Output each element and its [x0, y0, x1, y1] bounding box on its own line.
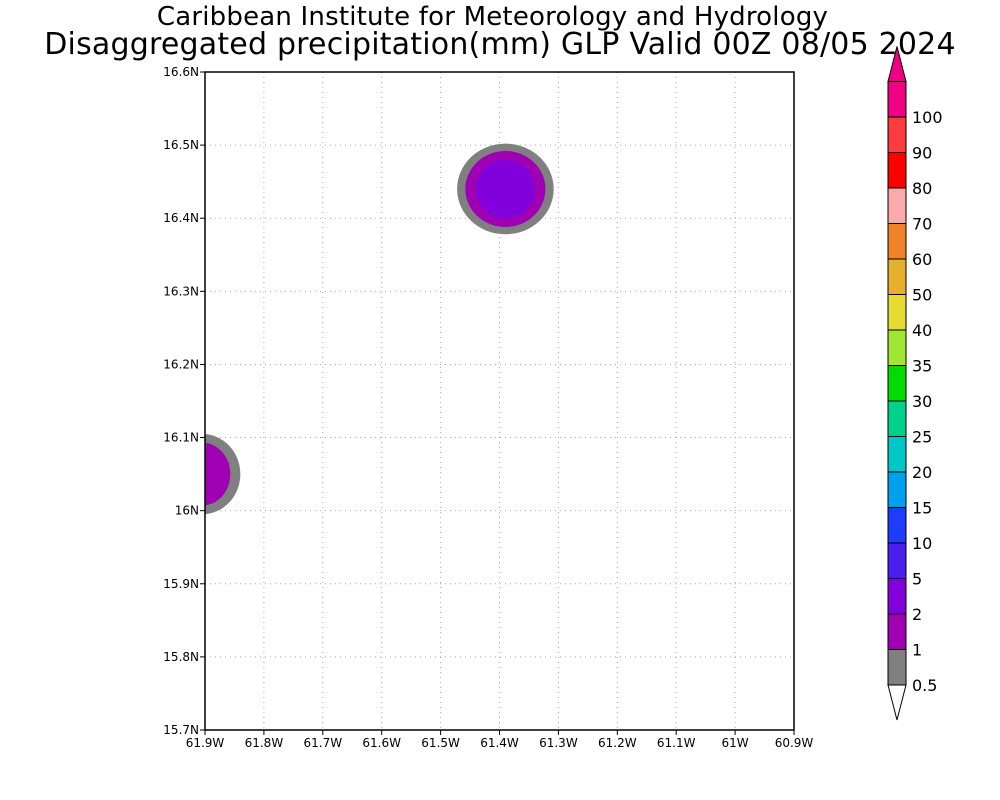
- lon-tick-label: 61.5W: [421, 736, 460, 750]
- precip-contour: [475, 159, 535, 219]
- colorbar-swatch: [887, 81, 907, 118]
- colorbar-swatch: [887, 578, 907, 615]
- colorbar-under-triangle: [887, 684, 907, 721]
- grid-lines: [205, 72, 794, 730]
- lon-tick-label: 61.8W: [245, 736, 284, 750]
- axis-ticks: 61.9W 61.8W 61.7W 61.6W 61.5W 61.4W 61.3W 61.2W…: [163, 65, 813, 750]
- colorbar-label: 10: [912, 534, 932, 553]
- lat-tick-label: 16.5N: [163, 138, 199, 152]
- colorbar-label: 2: [912, 605, 922, 624]
- lat-tick-label: 15.7N: [163, 723, 199, 737]
- colorbar-label: 5: [912, 570, 922, 589]
- lat-tick-label: 16.4N: [163, 211, 199, 225]
- lon-tick-label: 61.4W: [480, 736, 519, 750]
- precipitation-layer: [205, 143, 554, 515]
- colorbar-swatch: [887, 542, 907, 579]
- colorbar-swatch: [887, 294, 907, 331]
- colorbar-swatch: [887, 152, 907, 189]
- cell-west: [205, 434, 241, 515]
- lon-tick-label: 61W: [722, 736, 749, 750]
- colorbar-label: 15: [912, 499, 932, 518]
- colorbar-label: 90: [912, 144, 932, 163]
- colorbar-swatch: [887, 400, 907, 437]
- colorbar-label: 0.5: [912, 676, 937, 695]
- colorbar-swatch: [887, 258, 907, 295]
- colorbar-swatch: [887, 649, 907, 686]
- colorbar-label: 60: [912, 250, 932, 269]
- lat-tick-label: 15.8N: [163, 650, 199, 664]
- colorbar-over-triangle: [887, 46, 907, 82]
- lat-tick-label: 16.1N: [163, 431, 199, 445]
- colorbar-swatch: [887, 613, 907, 650]
- colorbar-label: 30: [912, 392, 932, 411]
- lat-tick-label: 16.2N: [163, 357, 199, 371]
- lon-tick-label: 61.7W: [304, 736, 343, 750]
- lon-tick-label: 61.6W: [362, 736, 401, 750]
- colorbar-label: 70: [912, 215, 932, 234]
- cell-north: [457, 143, 554, 235]
- colorbar-label: 1: [912, 641, 922, 660]
- colorbar-swatch: [887, 471, 907, 508]
- colorbar-label: 40: [912, 321, 932, 340]
- colorbar-swatch: [887, 187, 907, 224]
- colorbar-label: 20: [912, 463, 932, 482]
- lon-tick-label: 61.1W: [657, 736, 696, 750]
- lon-tick-label: 61.9W: [186, 736, 225, 750]
- lon-tick-label: 61.3W: [539, 736, 578, 750]
- colorbar-label: 80: [912, 179, 932, 198]
- chart-title-line2: Disaggregated precipitation(mm) GLP Vali…: [44, 27, 956, 62]
- colorbar-label: 35: [912, 357, 932, 376]
- lat-tick-label: 15.9N: [163, 577, 199, 591]
- precip-contour: [205, 442, 231, 506]
- colorbar-label: 50: [912, 286, 932, 305]
- colorbar-swatch: [887, 223, 907, 260]
- colorbar-label: 100: [912, 108, 943, 127]
- colorbar-swatch: [887, 436, 907, 473]
- colorbar-swatch: [887, 365, 907, 402]
- lat-tick-label: 16.3N: [163, 284, 199, 298]
- lon-tick-label: 61.2W: [598, 736, 637, 750]
- colorbar-swatch: [887, 116, 907, 153]
- colorbar-label: 25: [912, 428, 932, 447]
- chart-title-line1: Caribbean Institute for Meteorology and …: [156, 2, 829, 32]
- lat-tick-label: 16.6N: [163, 65, 199, 79]
- colorbar-swatch: [887, 329, 907, 366]
- lat-tick-label: 16N: [175, 504, 199, 518]
- colorbar-swatch: [887, 507, 907, 544]
- lon-tick-label: 60.9W: [775, 736, 814, 750]
